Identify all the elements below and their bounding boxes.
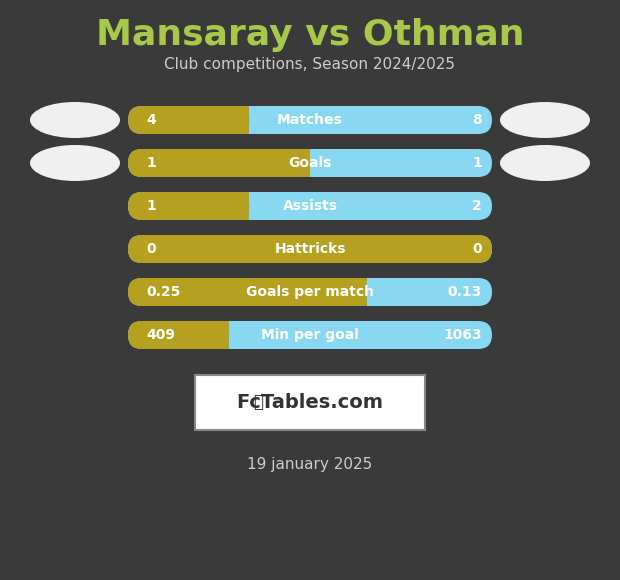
Text: Mansaray vs Othman: Mansaray vs Othman <box>95 18 525 52</box>
FancyBboxPatch shape <box>128 278 368 306</box>
FancyBboxPatch shape <box>128 278 492 306</box>
Text: 1: 1 <box>472 156 482 170</box>
Ellipse shape <box>500 145 590 181</box>
FancyBboxPatch shape <box>236 192 249 220</box>
FancyBboxPatch shape <box>128 235 492 263</box>
FancyBboxPatch shape <box>128 149 310 177</box>
Text: 409: 409 <box>146 328 175 342</box>
FancyBboxPatch shape <box>128 235 492 263</box>
Text: Assists: Assists <box>283 199 337 213</box>
Text: 0: 0 <box>146 242 156 256</box>
Text: 1: 1 <box>146 199 156 213</box>
Text: Goals: Goals <box>288 156 332 170</box>
Text: 4: 4 <box>146 113 156 127</box>
Text: Hattricks: Hattricks <box>274 242 346 256</box>
FancyBboxPatch shape <box>128 106 249 134</box>
FancyBboxPatch shape <box>215 321 229 349</box>
Text: FcTables.com: FcTables.com <box>236 393 384 411</box>
FancyBboxPatch shape <box>296 149 310 177</box>
Text: Goals per match: Goals per match <box>246 285 374 299</box>
FancyBboxPatch shape <box>128 321 229 349</box>
Ellipse shape <box>30 145 120 181</box>
Text: 0.13: 0.13 <box>448 285 482 299</box>
FancyBboxPatch shape <box>128 149 492 177</box>
Text: 2: 2 <box>472 199 482 213</box>
Text: 1: 1 <box>146 156 156 170</box>
FancyBboxPatch shape <box>128 192 492 220</box>
Text: Min per goal: Min per goal <box>261 328 359 342</box>
Text: 1063: 1063 <box>443 328 482 342</box>
Ellipse shape <box>500 102 590 138</box>
Text: 📊: 📊 <box>253 393 263 411</box>
FancyBboxPatch shape <box>128 106 492 134</box>
Text: 0: 0 <box>472 242 482 256</box>
Text: 8: 8 <box>472 113 482 127</box>
FancyBboxPatch shape <box>195 375 425 430</box>
FancyBboxPatch shape <box>353 278 368 306</box>
Text: 19 january 2025: 19 january 2025 <box>247 458 373 473</box>
Ellipse shape <box>30 102 120 138</box>
Text: Club competitions, Season 2024/2025: Club competitions, Season 2024/2025 <box>164 57 456 72</box>
Text: 0.25: 0.25 <box>146 285 180 299</box>
FancyBboxPatch shape <box>128 321 492 349</box>
FancyBboxPatch shape <box>128 192 249 220</box>
Text: Matches: Matches <box>277 113 343 127</box>
FancyBboxPatch shape <box>236 106 249 134</box>
